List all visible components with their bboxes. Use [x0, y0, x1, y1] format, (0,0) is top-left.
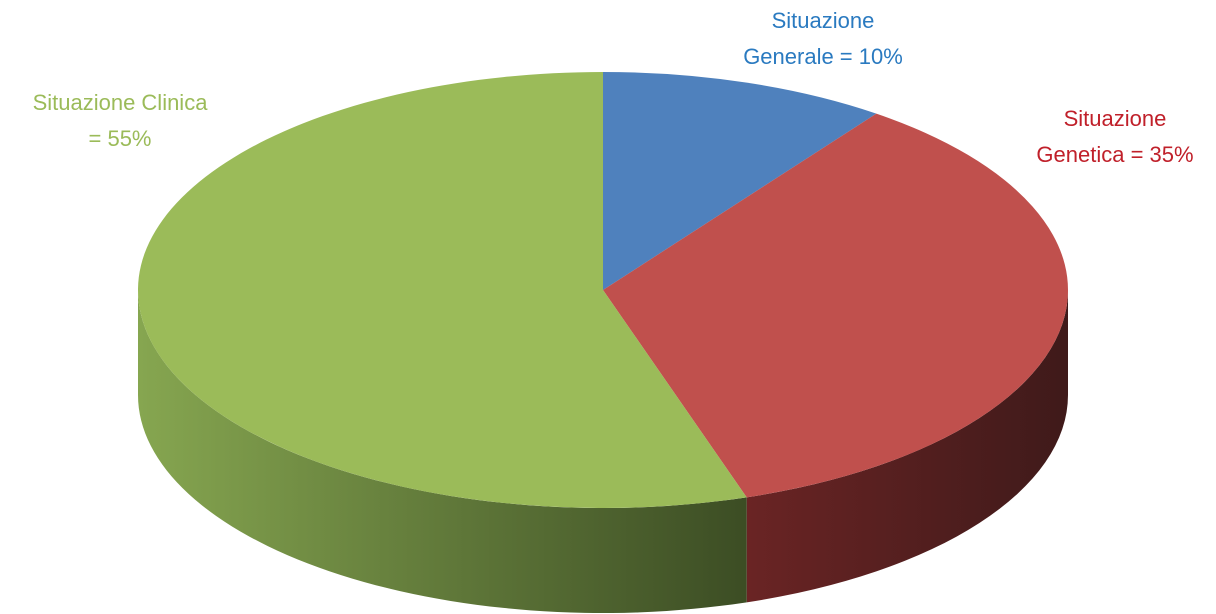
data-label: = 55%: [89, 126, 152, 151]
pie-tops: [137, 72, 1068, 509]
labels: Situazione Generale = 10% Situazione Geneti…: [33, 8, 1194, 167]
pie-slice: [603, 113, 1068, 498]
pie-slice: [603, 72, 877, 290]
pie-side: [138, 290, 747, 613]
data-label: Genetica = 35%: [1036, 142, 1193, 167]
pie-sides: [138, 290, 1068, 613]
pie-side: [746, 290, 1068, 603]
data-label: Situazione: [1064, 106, 1167, 131]
data-label: Generale = 10%: [743, 44, 903, 69]
data-label: Situazione Clinica: [33, 90, 209, 115]
data-label: Situazione: [772, 8, 875, 33]
pie-slice: [137, 72, 747, 509]
